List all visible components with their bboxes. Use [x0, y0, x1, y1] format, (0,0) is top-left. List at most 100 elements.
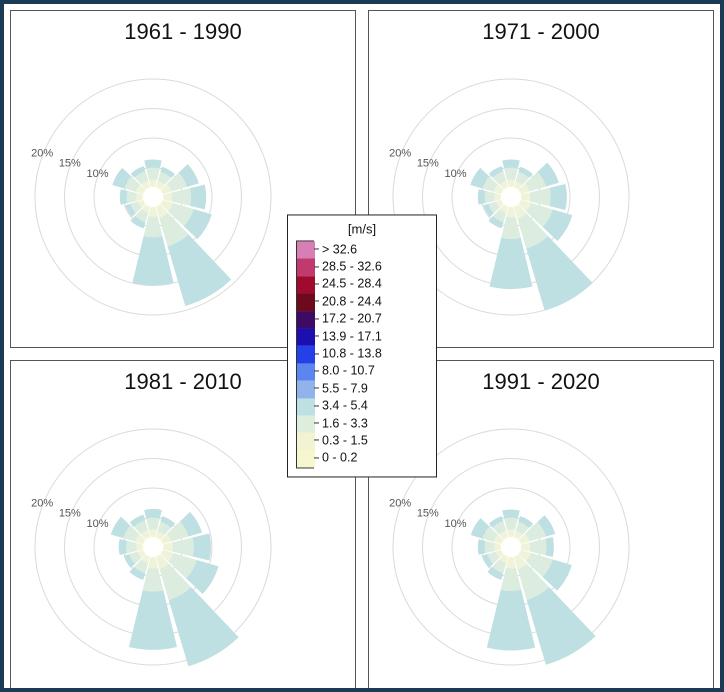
chart-center-hole: [501, 187, 521, 207]
legend-label-row-7: 8.0 - 10.7: [320, 362, 428, 379]
wind-petal-N-band3: [502, 509, 520, 518]
legend-swatch-1: [297, 259, 315, 276]
radial-tick-15: 15%: [417, 508, 439, 520]
wind-petal-ENE-band1: [522, 193, 530, 202]
wind-petal-N-band3: [144, 159, 162, 168]
radial-tick-10: 10%: [445, 518, 467, 530]
wind-petal-N-band1: [149, 179, 157, 186]
wind-petal-SSW-band1: [495, 193, 501, 201]
wind-petal-SE-band1: [506, 558, 516, 569]
wind-petal-ENE-band2: [530, 539, 547, 556]
legend-label-row-6: 10.8 - 13.8: [320, 345, 428, 362]
legend-label-text-2: 24.5 - 28.4: [322, 277, 382, 291]
panel-title: 1991 - 2020: [482, 369, 599, 395]
wind-petal-ENE-band1: [522, 543, 530, 552]
legend-label-text-5: 13.9 - 17.1: [322, 329, 382, 343]
wind-petal-ENE-band3: [193, 533, 211, 560]
legend-label-text-9: 3.4 - 5.4: [322, 399, 368, 413]
radial-tick-10: 10%: [87, 518, 109, 530]
radial-tick-15: 15%: [417, 158, 439, 170]
legend-swatch-col: [296, 240, 314, 468]
wind-petal-SSW-band1: [137, 193, 143, 201]
legend-label-row-2: 24.5 - 28.4: [320, 275, 428, 292]
radial-tick-20: 20%: [389, 148, 411, 160]
legend-swatch-5: [297, 328, 315, 345]
chart-center-hole: [143, 187, 163, 207]
wind-petal-N-band3: [144, 509, 162, 518]
wind-petal-SSW-band3: [119, 539, 127, 555]
legend-label-text-7: 8.0 - 10.7: [322, 364, 375, 378]
legend-label-row-10: 1.6 - 3.3: [320, 414, 428, 431]
wind-petal-N-band2: [504, 168, 518, 180]
chart-center-hole: [501, 537, 521, 557]
legend-label-row-8: 5.5 - 7.9: [320, 380, 428, 397]
wind-petal-ESE-band3: [168, 234, 232, 306]
wind-petal-SSW-band2: [485, 191, 495, 203]
radial-tick-20: 20%: [389, 498, 411, 510]
wind-petal-SSW-band3: [478, 189, 486, 205]
legend-swatch-10: [297, 415, 315, 432]
radial-tick-10: 10%: [445, 168, 467, 180]
legend-label-text-4: 17.2 - 20.7: [322, 312, 382, 326]
legend-unit-label: [m/s]: [296, 221, 428, 236]
wind-petal-SSW-band3: [478, 539, 486, 555]
wind-petal-N-band3: [502, 159, 520, 168]
wind-petal-N-band2: [146, 518, 160, 530]
legend-label-text-0: > 32.6: [322, 242, 357, 256]
legend-label-text-1: 28.5 - 32.6: [322, 260, 382, 274]
legend-rows: > 32.6 28.5 - 32.6 24.5 - 28.4 20.8 - 24.4 1…: [296, 240, 428, 468]
wind-petal-N-band1: [507, 529, 515, 536]
legend-swatch-0: [297, 241, 315, 258]
legend-label-row-0: > 32.6: [320, 240, 428, 257]
legend-swatch-2: [297, 276, 315, 293]
legend-label-row-4: 17.2 - 20.7: [320, 310, 428, 327]
legend-label-row-3: 20.8 - 24.4: [320, 293, 428, 310]
legend-label-row-5: 13.9 - 17.1: [320, 327, 428, 344]
legend-swatch-7: [297, 363, 315, 380]
legend-label-row-9: 3.4 - 5.4: [320, 397, 428, 414]
legend-swatch-3: [297, 294, 315, 311]
wind-petal-SE-band2: [144, 216, 163, 237]
wind-petal-ESE-band3: [527, 587, 596, 665]
legend-label-text-6: 10.8 - 13.8: [322, 346, 382, 360]
wind-petal-SSW-band3: [120, 189, 128, 205]
wind-petal-SE-band1: [148, 558, 158, 569]
chart-center-hole: [143, 537, 163, 557]
wind-petal-SSW-band2: [485, 541, 495, 553]
legend-swatch-11: [297, 433, 315, 450]
wind-petal-ENE-band3: [545, 537, 554, 557]
radial-tick-15: 15%: [59, 158, 81, 170]
legend-label-text-10: 1.6 - 3.3: [322, 416, 368, 430]
wind-petal-N-band2: [504, 518, 518, 530]
wind-petal-ENE-band2: [172, 188, 191, 206]
legend-swatch-4: [297, 311, 315, 328]
panel-title: 1961 - 1990: [124, 19, 241, 45]
legend-label-row-1: 28.5 - 32.6: [320, 258, 428, 275]
wind-petal-SSW-band1: [495, 543, 501, 551]
wind-petal-SSW-band1: [137, 543, 143, 551]
wind-petal-N-band2: [146, 168, 160, 180]
panel-title: 1981 - 2010: [124, 369, 241, 395]
legend-swatch-9: [297, 398, 315, 415]
panel-title: 1971 - 2000: [482, 19, 599, 45]
legend-swatch-6: [297, 346, 315, 363]
legend-swatch-12: [297, 450, 315, 467]
wind-rose-dashboard: 1961 - 19905%10%15%20% 1971 - 20005%10%1…: [0, 0, 724, 692]
legend-label-row-11: 0.3 - 1.5: [320, 432, 428, 449]
radial-tick-15: 15%: [59, 508, 81, 520]
radial-tick-20: 20%: [31, 148, 53, 160]
wind-petal-ENE-band1: [164, 542, 173, 551]
chart-grid: 1961 - 19905%10%15%20% 1971 - 20005%10%1…: [4, 4, 720, 688]
wind-petal-ENE-band1: [164, 193, 172, 202]
legend-label-row-12: 0 - 0.2: [320, 449, 428, 466]
legend-label-text-12: 0 - 0.2: [322, 451, 357, 465]
wind-petal-ENE-band3: [550, 184, 567, 210]
radial-tick-10: 10%: [87, 168, 109, 180]
legend-labels-col: > 32.6 28.5 - 32.6 24.5 - 28.4 20.8 - 24.4 1…: [320, 240, 428, 468]
legend-swatch-8: [297, 381, 315, 398]
radial-tick-20: 20%: [31, 498, 53, 510]
legend-label-text-11: 0.3 - 1.5: [322, 433, 368, 447]
wind-petal-N-band1: [507, 179, 515, 186]
wind-petal-SSW-band2: [126, 541, 137, 553]
speed-legend: [m/s] > 32.6 28.5 - 32.6 24.5 - 28.4 20.8 -…: [287, 214, 437, 477]
